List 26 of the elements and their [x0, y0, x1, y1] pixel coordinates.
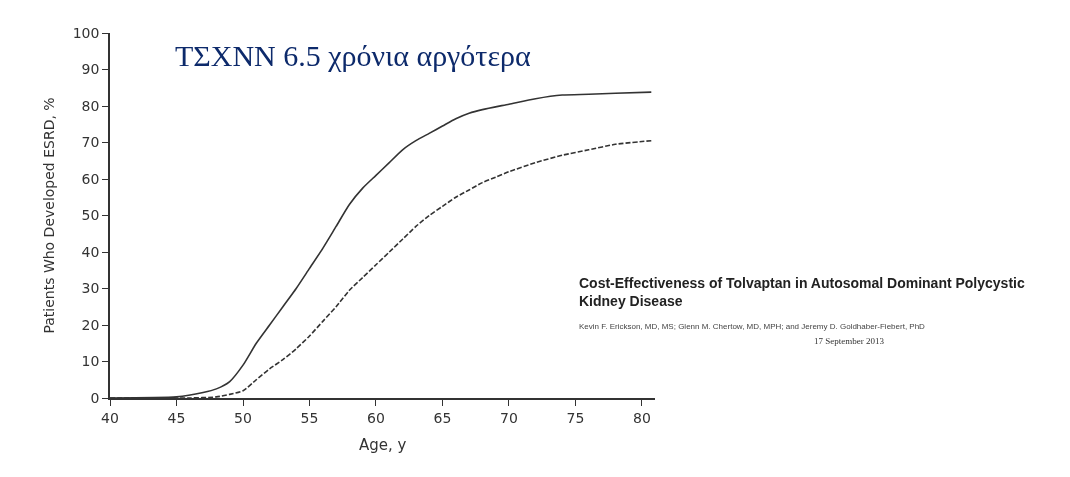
x-tick-label: 80 [633, 409, 651, 426]
y-tick-label: 80 [81, 97, 100, 114]
y-tick-label: 30 [81, 280, 100, 297]
y-tick-label: 40 [81, 243, 100, 260]
y-tick-label: 90 [81, 61, 100, 78]
y-tick-label: 10 [81, 353, 100, 370]
y-axis-title: Patients Who Developed ESRD, % [40, 97, 57, 334]
y-tick-label: 0 [90, 389, 100, 406]
annotation: Kevin F. Erickson, MD, MS; Glenn M. Chertow, MD, MPH; and Jeremy D. Goldhaber-Fiebert, PhD [579, 322, 926, 331]
x-tick-label: 55 [300, 409, 319, 426]
x-tick-label: 70 [500, 409, 518, 426]
annotation: Cost-Effectiveness of Tolvaptan in Autosomal Dominant Polycystic Kidney Disease [579, 275, 1025, 310]
x-tick-label: 50 [234, 409, 252, 426]
y-tick-label: 20 [81, 316, 100, 333]
y-tick-label: 50 [81, 207, 100, 224]
y-tick-label: 70 [81, 134, 100, 151]
y-tick-label: 100 [72, 24, 100, 41]
text: 17 September 2013 [814, 336, 885, 346]
x-tick-label: 60 [367, 409, 385, 426]
x-axis-title: Age, y [358, 436, 407, 455]
x-tick-label: 45 [167, 409, 186, 426]
x-tick-label: 65 [433, 409, 452, 426]
x-tick-label: 40 [101, 409, 119, 426]
chart-title: ΤΣΧΝΝ 6.5 χρόνια αργότερα [175, 38, 531, 72]
x-tick-label: 75 [566, 409, 585, 426]
y-tick-label: 60 [81, 170, 100, 187]
